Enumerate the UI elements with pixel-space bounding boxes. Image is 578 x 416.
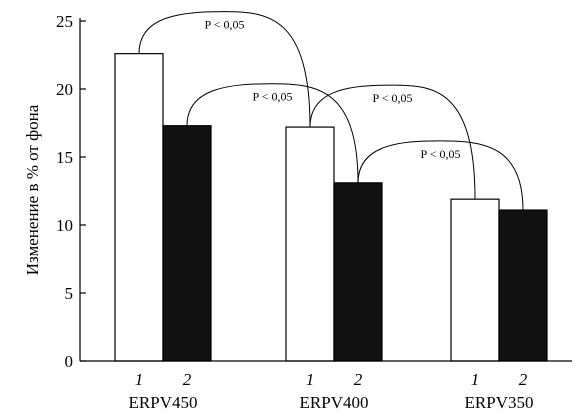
sub-label: 1 [471,370,480,389]
y-tick-label: 5 [65,284,74,303]
significance-arc [186,83,359,183]
sub-label: 1 [135,370,144,389]
y-tick-label: 25 [56,12,73,31]
y-tick-label: 15 [56,148,73,167]
bar-erpv400-2 [333,182,383,362]
significance-label: P < 0,05 [421,147,461,161]
significance-label: P < 0,05 [373,91,413,105]
bar-erpv350-2 [498,209,548,362]
y-axis-label: Изменение в % от фона [23,104,42,275]
sub-label: 2 [183,370,192,389]
y-tick-label: 10 [56,216,73,235]
bar-erpv450-1 [114,53,164,362]
group-label: ERPV450 [129,393,198,412]
significance-arcs [138,11,524,211]
annotation-labels: P < 0,05 P < 0,05 P < 0,05 P < 0,05 [205,18,461,161]
bars [114,53,548,362]
y-ticks: 0 5 10 15 20 25 [56,12,86,371]
sub-label: 2 [519,370,528,389]
bar-erpv450-2 [162,125,212,362]
significance-arc [309,84,476,200]
bar-erpv350-1 [450,198,500,362]
sub-label: 1 [306,370,315,389]
x-labels: 1 2 ERPV450 1 2 ERPV400 1 2 ERPV350 [129,370,534,412]
axes [79,18,572,362]
significance-arc [357,140,524,211]
significance-arc [138,11,311,128]
significance-label: P < 0,05 [253,90,293,104]
y-tick-label: 20 [56,80,73,99]
group-label: ERPV400 [300,393,369,412]
sub-label: 2 [354,370,363,389]
group-label: ERPV350 [465,393,534,412]
significance-label: P < 0,05 [205,18,245,32]
bar-erpv400-1 [285,126,335,362]
y-tick-label: 0 [65,352,74,371]
